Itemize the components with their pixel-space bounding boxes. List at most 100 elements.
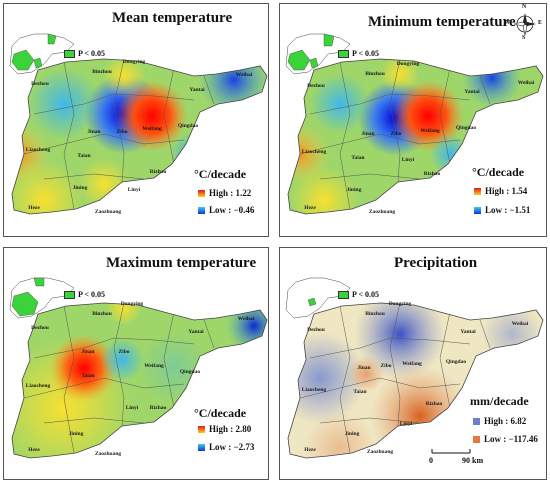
significance-swatch [64, 291, 75, 300]
city-label-rizhao: Rizhao [149, 405, 167, 411]
panel-title: Precipitation [394, 255, 478, 271]
city-label-yantai: Yantai [460, 329, 476, 335]
legend-high: High : 1.54 [474, 186, 527, 196]
legend-high-label: High : 1.22 [209, 188, 252, 198]
city-label-weihai: Weihai [511, 321, 529, 327]
unit-label: °C/decade [194, 406, 247, 420]
city-label-heze: Heze [28, 205, 40, 211]
city-label-zaozhuang: Zaozhuang [366, 449, 394, 455]
panel-title: Minimum temperature [368, 14, 516, 30]
city-label-dongying: Dongying [122, 59, 146, 65]
significance-label: P < 0.05 [352, 290, 380, 299]
city-label-qingdao: Qingdao [455, 125, 477, 131]
city-label-linyi: Linyi [401, 157, 415, 163]
significance-swatch [338, 50, 349, 59]
city-label-rizhao: Rizhao [149, 169, 167, 175]
legend-low-label: Low : −117.46 [484, 434, 538, 444]
city-label-liaocheng: Liaocheng [301, 149, 327, 155]
legend-low: Low : −0.46 [198, 205, 254, 215]
city-label-dongying: Dongying [120, 301, 144, 307]
city-label-rizhao: Rizhao [425, 401, 443, 407]
significance-swatch [64, 50, 75, 59]
unit-label: °C/decade [472, 165, 525, 179]
panel-title: Mean temperature [112, 10, 233, 26]
city-label-taian: Taian [81, 373, 95, 379]
city-label-zaozhuang: Zaozhuang [368, 209, 396, 215]
city-label-weifang: Weifang [142, 126, 162, 132]
significance-label: P < 0.05 [78, 49, 106, 58]
city-label-liaocheng: Liaocheng [301, 387, 327, 393]
city-label-zaozhuang: Zaozhuang [94, 209, 122, 215]
legend-high-swatch [198, 426, 205, 434]
significance-legend: P < 0.05 [64, 49, 106, 59]
significance-legend: P < 0.05 [64, 290, 106, 300]
city-label-jinan: Jinan [361, 131, 375, 137]
compass-w: W [504, 20, 510, 26]
city-label-jining: Jining [344, 431, 360, 437]
unit-label: mm/decade [470, 394, 529, 408]
compass-e: E [538, 20, 543, 26]
city-label-binzhou: Binzhou [92, 311, 112, 317]
city-label-zibo: Zibo [390, 131, 402, 137]
city-label-taian: Taian [77, 153, 91, 159]
city-label-heze: Heze [304, 205, 316, 211]
compass-icon [513, 13, 536, 36]
city-label-dezhou: Dezhou [307, 327, 325, 333]
unit-label: °C/decade [194, 167, 247, 181]
city-label-qingdao: Qingdao [445, 359, 467, 365]
city-label-liaocheng: Liaocheng [25, 147, 51, 153]
city-label-heze: Heze [28, 447, 40, 453]
city-label-taian: Taian [351, 155, 365, 161]
city-label-jining: Jining [72, 185, 88, 191]
legend-high-label: High : 2.80 [209, 424, 252, 434]
city-label-dezhou: Dezhou [31, 325, 49, 331]
legend-low-label: Low : −1.51 [485, 205, 531, 215]
legend-low-swatch [198, 444, 205, 452]
significance-swatch [338, 291, 349, 300]
city-label-weifang: Weifang [402, 361, 422, 367]
city-label-zibo: Zibo [380, 363, 392, 369]
scale-bar [431, 449, 471, 454]
city-label-linyi: Linyi [125, 405, 139, 411]
city-label-yantai: Yantai [188, 329, 204, 335]
panel-title: Maximum temperature [106, 255, 257, 271]
city-label-jinan: Jinan [357, 365, 371, 371]
city-label-heze: Heze [304, 447, 316, 453]
panel-precipitation: Precipitation P < 0.05 Dezhou Binzhou Do… [279, 247, 547, 480]
panel-maximum-temperature: Maximum temperature P < 0.05 Dezhou Binz… [3, 247, 269, 480]
legend-low-label: Low : −0.46 [209, 205, 255, 215]
city-label-jinan: Jinan [87, 129, 101, 135]
inset-mean [9, 33, 75, 75]
legend-low: Low : −2.73 [198, 442, 254, 452]
city-label-rizhao: Rizhao [423, 171, 441, 177]
city-label-liaocheng: Liaocheng [25, 383, 51, 389]
legend-high-swatch [198, 190, 205, 198]
city-label-zibo: Zibo [116, 129, 128, 135]
city-label-weifang: Weifang [420, 128, 440, 134]
city-label-dongying: Dongying [388, 301, 412, 307]
significance-label: P < 0.05 [352, 49, 380, 58]
city-label-zaozhuang: Zaozhuang [94, 451, 122, 457]
city-label-binzhou: Binzhou [92, 69, 112, 75]
map-mean-temperature [9, 33, 268, 215]
legend-high: High : 6.82 [473, 416, 526, 426]
city-label-binzhou: Binzhou [365, 71, 385, 77]
city-label-dezhou: Dezhou [307, 83, 325, 89]
legend-high: High : 2.80 [198, 424, 251, 434]
city-label-weihai: Weihai [237, 316, 255, 322]
legend-high-label: High : 6.82 [484, 416, 527, 426]
significance-label: P < 0.05 [78, 290, 106, 299]
scale-zero-label: 0 [429, 456, 433, 465]
legend-high-swatch [473, 418, 480, 426]
legend-high: High : 1.22 [198, 188, 251, 198]
panel-mean-temperature: Mean temperature P < 0.05 Dezhou Binzhou… [3, 3, 269, 237]
compass-s: S [522, 35, 526, 41]
city-label-taian: Taian [353, 389, 367, 395]
city-label-zibo: Zibo [118, 349, 130, 355]
map-minimum-temperature [285, 13, 544, 215]
city-label-qingdao: Qingdao [177, 123, 199, 129]
legend-low-swatch [473, 436, 480, 444]
map-precipitation [285, 277, 544, 459]
city-label-binzhou: Binzhou [365, 311, 385, 317]
compass-n: N [522, 4, 527, 10]
